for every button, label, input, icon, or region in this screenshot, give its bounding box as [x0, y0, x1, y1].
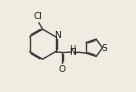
Text: N: N: [69, 48, 76, 57]
Text: N: N: [54, 31, 61, 40]
Text: H: H: [69, 45, 76, 54]
Text: S: S: [102, 44, 108, 53]
Text: O: O: [59, 65, 66, 74]
Text: Cl: Cl: [34, 12, 43, 21]
